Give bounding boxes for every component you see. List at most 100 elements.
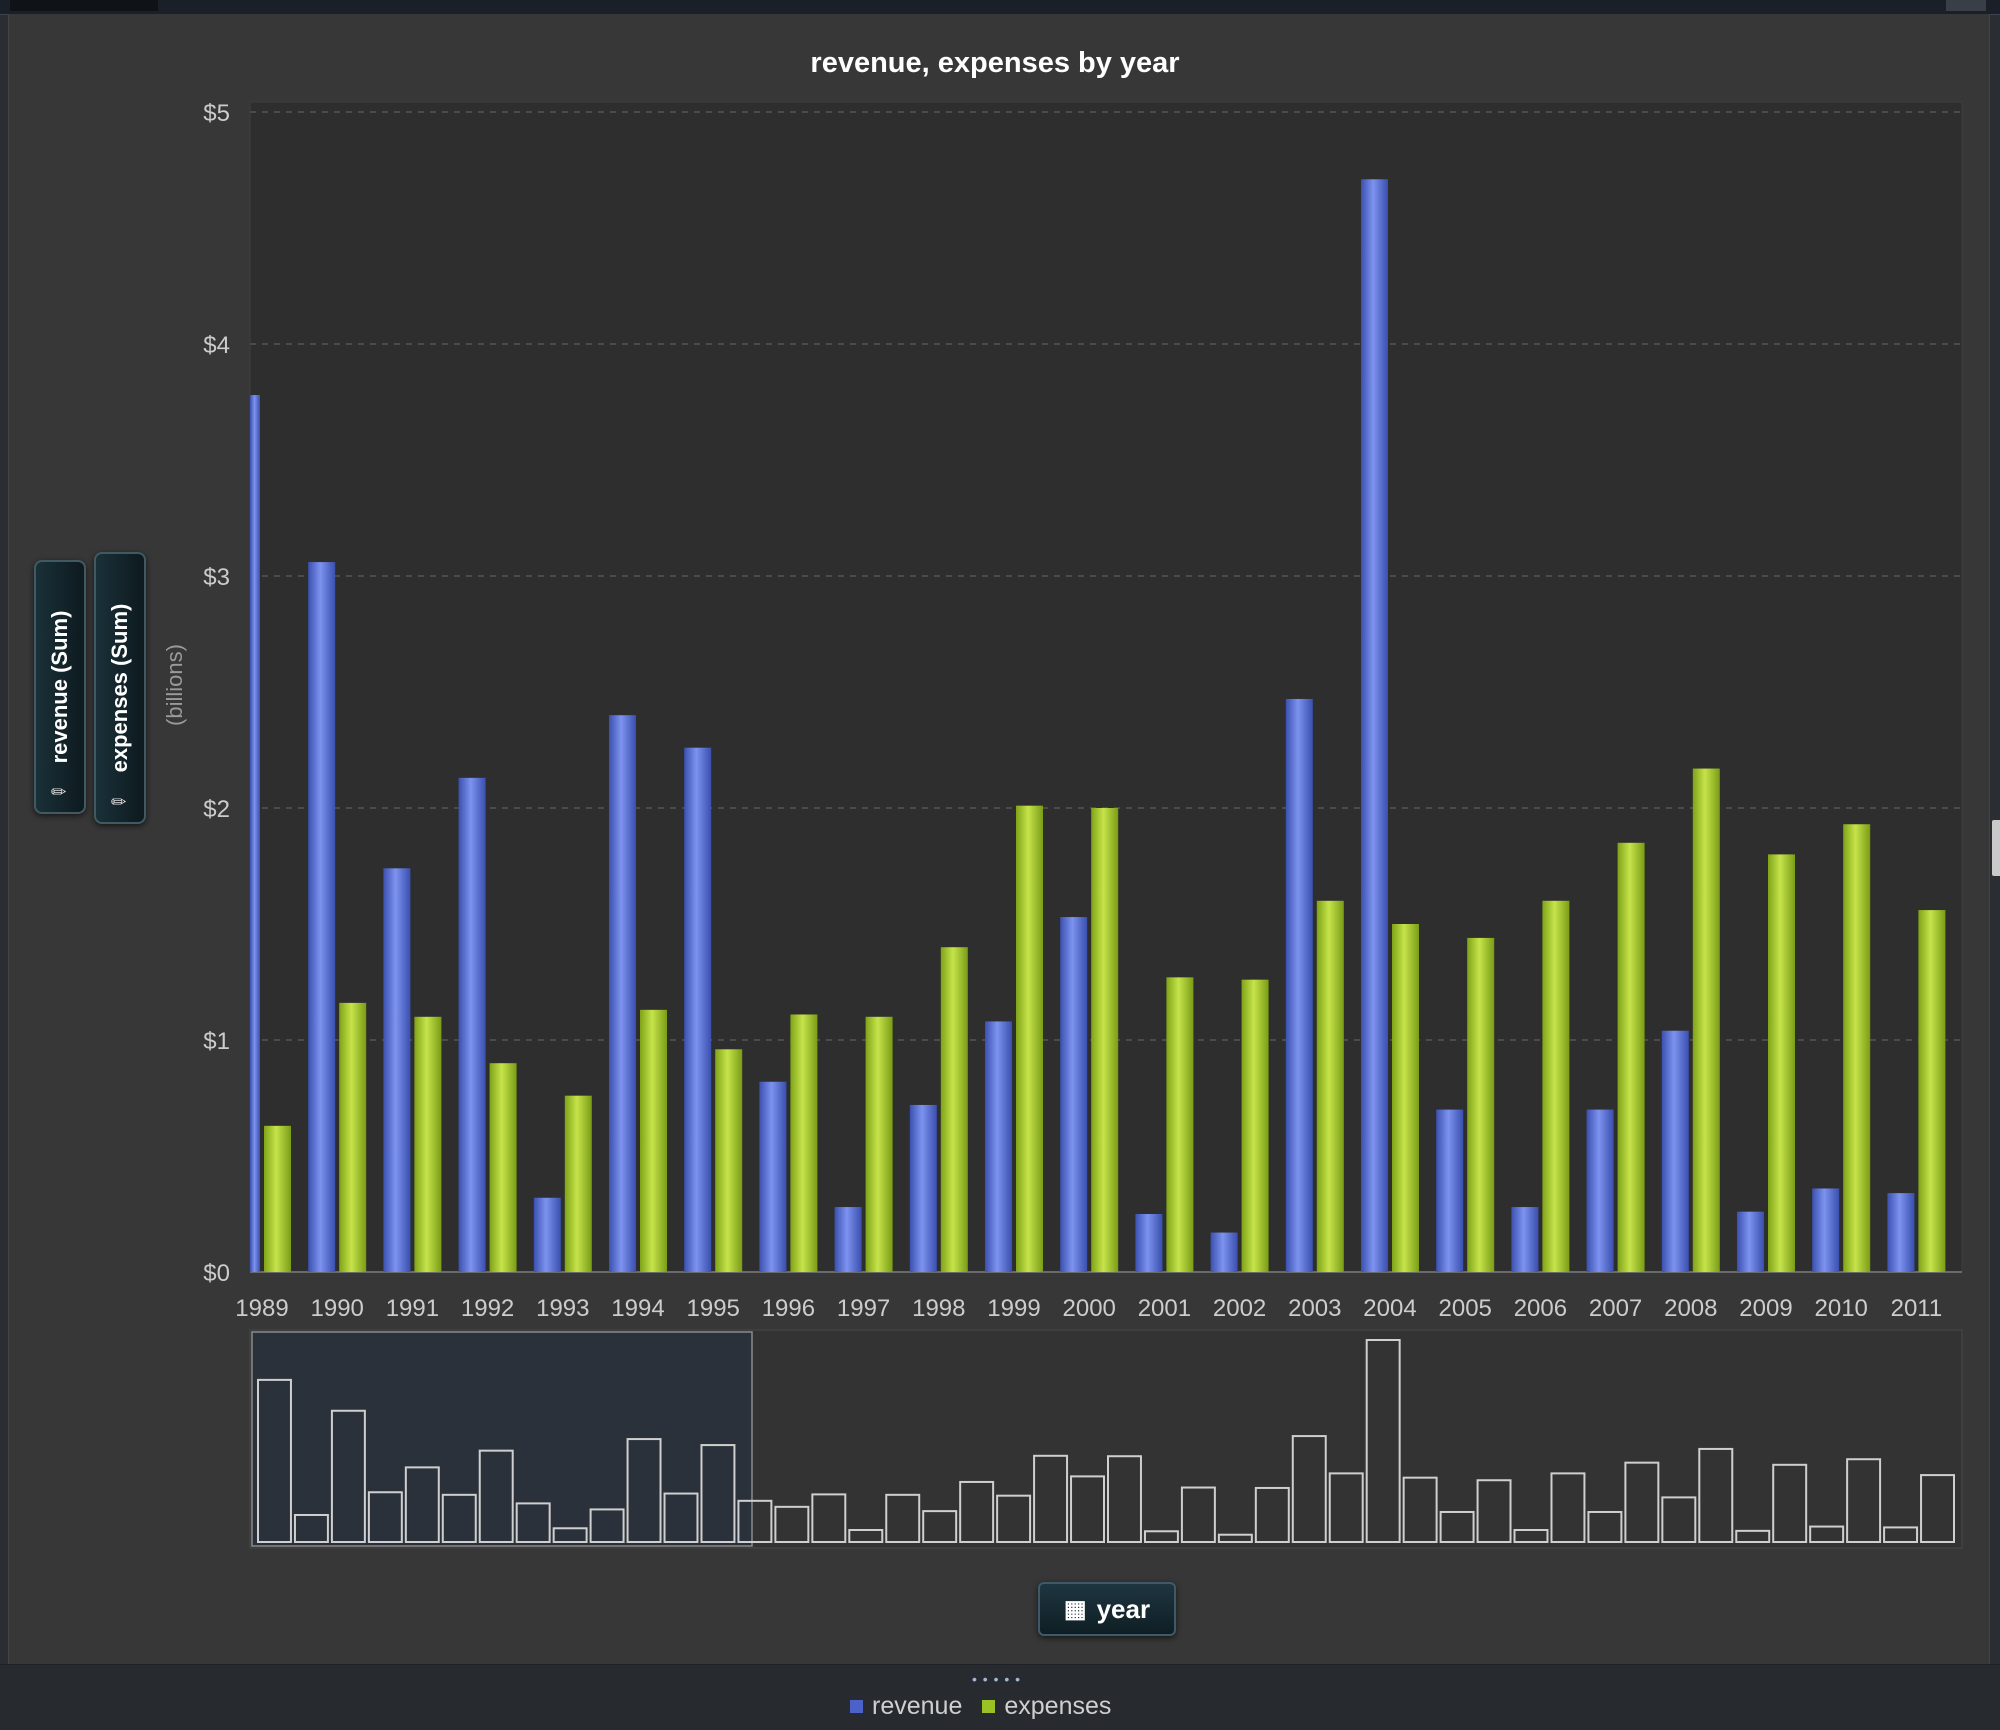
overview-bar bbox=[589, 1508, 625, 1543]
overview-bar bbox=[441, 1493, 477, 1543]
overview-bar bbox=[848, 1528, 884, 1543]
overview-bar bbox=[367, 1491, 403, 1543]
chart-title: revenue, expenses by year bbox=[810, 47, 1179, 79]
overview-bar bbox=[1180, 1486, 1216, 1544]
overview-bar bbox=[1698, 1447, 1734, 1544]
bar-expenses[interactable] bbox=[1918, 910, 1946, 1272]
bar-expenses[interactable] bbox=[1016, 805, 1043, 1272]
overview-bar bbox=[1772, 1463, 1808, 1543]
bar-revenue[interactable] bbox=[909, 1104, 937, 1272]
bar-revenue[interactable] bbox=[1436, 1109, 1464, 1272]
bar-revenue[interactable] bbox=[533, 1197, 561, 1272]
overview-bar bbox=[811, 1493, 847, 1543]
legend-item-expenses[interactable]: expenses bbox=[982, 1692, 1111, 1721]
overview-bar bbox=[293, 1513, 329, 1543]
overview-bar bbox=[1217, 1533, 1253, 1543]
bar-revenue[interactable] bbox=[759, 1081, 787, 1272]
y-tick-label: $1 bbox=[203, 1028, 230, 1055]
bar-expenses[interactable] bbox=[1768, 854, 1795, 1272]
year-button-label: year bbox=[1096, 1593, 1151, 1624]
bar-expenses[interactable] bbox=[1091, 808, 1119, 1272]
bar-expenses[interactable] bbox=[1692, 768, 1720, 1272]
bar-revenue[interactable] bbox=[684, 747, 712, 1272]
bar-expenses[interactable] bbox=[790, 1014, 818, 1272]
bar-expenses[interactable] bbox=[1843, 824, 1871, 1272]
bar-revenue[interactable] bbox=[1060, 917, 1088, 1272]
calendar-icon: ▦ bbox=[1063, 1595, 1087, 1623]
bar-expenses[interactable] bbox=[640, 1009, 667, 1272]
bar-revenue[interactable] bbox=[985, 1021, 1012, 1272]
bar-revenue[interactable] bbox=[1210, 1232, 1238, 1272]
overview-bar bbox=[552, 1527, 588, 1543]
overview-bar bbox=[1735, 1529, 1771, 1543]
x-tick-label: 2010 bbox=[1815, 1295, 1868, 1322]
bar-expenses[interactable] bbox=[865, 1016, 893, 1272]
overview-bar bbox=[257, 1378, 292, 1544]
bar-revenue[interactable] bbox=[1887, 1193, 1915, 1272]
bar-expenses[interactable] bbox=[1241, 979, 1269, 1272]
overview-bar bbox=[1587, 1510, 1623, 1543]
year-dimension-button[interactable]: ▦ year bbox=[1038, 1582, 1176, 1636]
overview-bar bbox=[1550, 1472, 1586, 1543]
overview-bar bbox=[515, 1502, 551, 1543]
bar-expenses[interactable] bbox=[1166, 977, 1194, 1272]
bar-expenses[interactable] bbox=[940, 947, 968, 1272]
bar-revenue[interactable] bbox=[308, 562, 336, 1272]
overview-bar bbox=[1624, 1461, 1660, 1544]
bar-revenue[interactable] bbox=[1135, 1214, 1163, 1272]
y-tick-label: $0 bbox=[203, 1260, 230, 1287]
x-tick-label: 2008 bbox=[1664, 1295, 1717, 1322]
overview-bar bbox=[1402, 1476, 1438, 1544]
drag-handle-grip[interactable]: • • • • • bbox=[972, 1671, 1022, 1687]
bar-expenses[interactable] bbox=[1392, 924, 1419, 1272]
bar-expenses[interactable] bbox=[1542, 900, 1570, 1272]
bar-revenue[interactable] bbox=[250, 395, 260, 1272]
x-tick-label: 1989 bbox=[235, 1295, 288, 1322]
overview-bars bbox=[257, 1339, 1955, 1544]
bar-expenses[interactable] bbox=[1467, 937, 1495, 1272]
overview-bar bbox=[1143, 1530, 1179, 1543]
toolbar-tab[interactable] bbox=[10, 0, 158, 11]
legend-item-revenue[interactable]: revenue bbox=[850, 1692, 962, 1721]
y-tick-label: $5 bbox=[203, 100, 230, 127]
x-tick-label: 1991 bbox=[386, 1295, 439, 1322]
overview-bar bbox=[330, 1409, 366, 1543]
bar-chart: revenue, expenses by year $0 $1 $2 $3 $4 $5 1… bbox=[203, 47, 1963, 1549]
resize-handle[interactable] bbox=[1992, 820, 2000, 876]
bar-expenses[interactable] bbox=[564, 1095, 592, 1272]
bar-expenses[interactable] bbox=[339, 1002, 367, 1272]
bar-revenue[interactable] bbox=[1661, 1030, 1689, 1272]
x-tick-label: 2003 bbox=[1288, 1295, 1341, 1322]
bar-expenses[interactable] bbox=[715, 1049, 743, 1272]
overview-bar bbox=[959, 1480, 995, 1543]
bar-expenses[interactable] bbox=[414, 1016, 442, 1272]
measure-pill-revenue[interactable]: revenue (Sum) ✎ bbox=[34, 560, 86, 814]
overview-bar bbox=[1254, 1486, 1290, 1544]
bar-revenue[interactable] bbox=[609, 715, 636, 1272]
legend-label: revenue bbox=[872, 1691, 963, 1720]
bar-expenses[interactable] bbox=[1617, 842, 1645, 1272]
bar-expenses[interactable] bbox=[489, 1063, 517, 1272]
bar-expenses[interactable] bbox=[1316, 900, 1344, 1272]
bar-revenue[interactable] bbox=[1511, 1207, 1539, 1272]
bar-expenses[interactable] bbox=[264, 1125, 291, 1272]
bar-revenue[interactable] bbox=[834, 1207, 862, 1272]
overview-bar bbox=[1513, 1528, 1549, 1543]
bar-revenue[interactable] bbox=[1285, 698, 1313, 1272]
overview-bar bbox=[1476, 1479, 1512, 1544]
bar-revenue[interactable] bbox=[1737, 1211, 1764, 1272]
bar-revenue[interactable] bbox=[1361, 179, 1388, 1272]
overview-bar bbox=[996, 1494, 1032, 1543]
y-tick-label: $2 bbox=[203, 796, 230, 823]
x-tick-label: 1997 bbox=[837, 1295, 890, 1322]
overview-bar bbox=[1846, 1458, 1882, 1543]
overview-selection-window[interactable] bbox=[251, 1331, 753, 1547]
bar-revenue[interactable] bbox=[1812, 1188, 1840, 1272]
measure-pill-expenses[interactable]: expenses (Sum) ✎ bbox=[94, 552, 146, 824]
overview-bar bbox=[1883, 1526, 1919, 1543]
overview-bar bbox=[1920, 1474, 1955, 1544]
bar-revenue[interactable] bbox=[383, 868, 411, 1272]
bar-revenue[interactable] bbox=[1586, 1109, 1614, 1272]
window-control[interactable] bbox=[1946, 0, 1986, 11]
bar-revenue[interactable] bbox=[458, 777, 486, 1272]
